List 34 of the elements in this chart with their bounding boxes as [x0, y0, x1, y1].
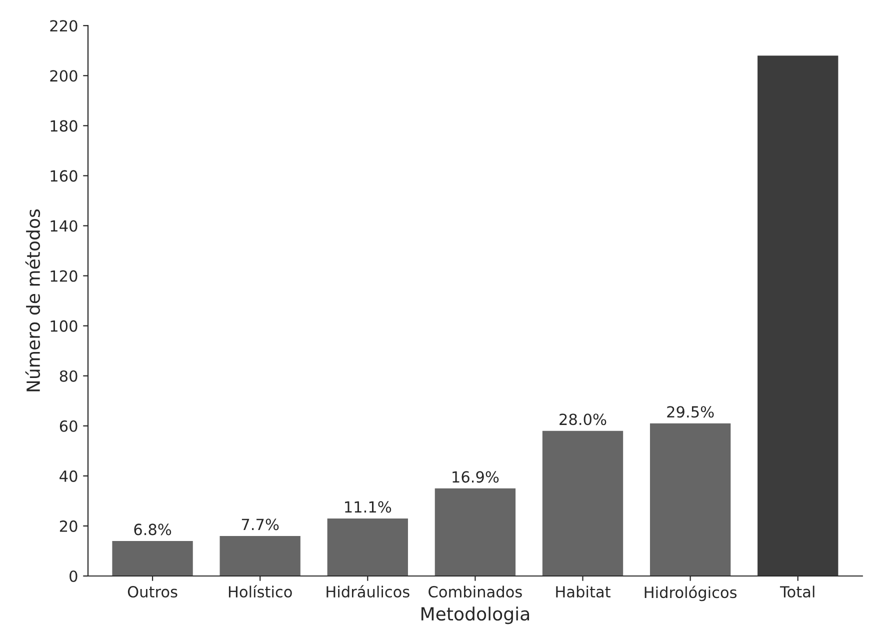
bar [327, 518, 408, 576]
annotation: 6.8% [134, 524, 172, 536]
y-tick-label: 20 [60, 520, 78, 532]
x-tick-label: Habitat [556, 586, 610, 598]
y-tick-label: 60 [60, 420, 78, 432]
annotation: 29.5% [667, 406, 714, 418]
x-axis-title: Metodologia [422, 606, 530, 624]
annotation: 16.9% [452, 471, 499, 483]
y-tick-label: 80 [60, 370, 78, 382]
y-tick-label: 160 [50, 170, 78, 182]
x-tick-label: Holístico [228, 585, 292, 598]
y-tick-label: 100 [50, 320, 78, 332]
x-tick-label: Combinados [428, 586, 522, 598]
bar [650, 423, 731, 576]
y-tick-label: 220 [50, 20, 78, 32]
y-tick-label: 200 [50, 70, 78, 82]
x-tick-label: Total [780, 586, 814, 598]
y-tick-label: 40 [60, 470, 78, 482]
y-axis-title: Número de métodos [25, 209, 40, 392]
bar [112, 540, 193, 576]
annotation: 7.7% [242, 518, 279, 530]
y-tick-label: 140 [50, 220, 78, 232]
bar [758, 56, 838, 576]
x-tick-label: Outros [128, 586, 178, 598]
y-tick-label: 0 [70, 570, 78, 582]
bar [542, 430, 624, 576]
y-tick-label: 120 [50, 270, 78, 282]
annotation: 28.0% [560, 414, 606, 426]
y-tick-label: 180 [50, 120, 78, 132]
bar [434, 488, 516, 576]
annotation: 11.1% [345, 501, 392, 513]
x-tick-label: Hidráulicos [326, 585, 410, 598]
x-tick-label: Hidrológicos [644, 586, 737, 602]
bar [220, 536, 300, 576]
